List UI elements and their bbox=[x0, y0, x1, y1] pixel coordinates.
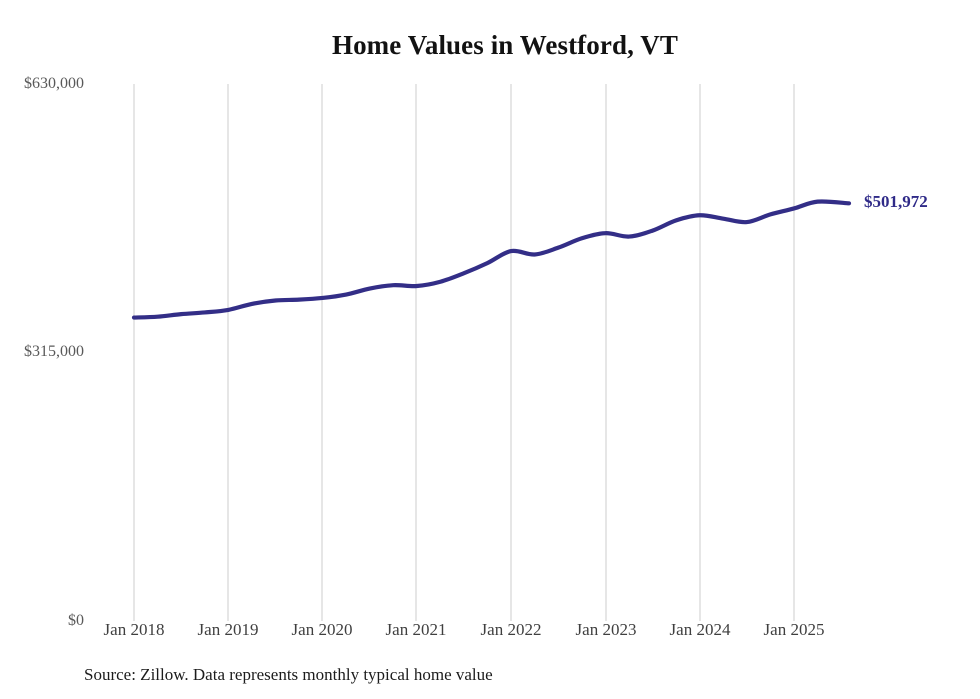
series-end-value-label: $501,972 bbox=[864, 192, 928, 212]
y-tick-label: $315,000 bbox=[24, 343, 84, 360]
x-tick-label: Jan 2025 bbox=[763, 620, 825, 639]
series-line bbox=[131, 199, 852, 320]
x-tick-label: Jan 2019 bbox=[197, 620, 259, 639]
x-tick-label: Jan 2020 bbox=[291, 620, 353, 639]
source-note: Source: Zillow. Data represents monthly … bbox=[84, 665, 493, 684]
series-group bbox=[131, 199, 852, 320]
x-tick-label: Jan 2023 bbox=[575, 620, 637, 639]
x-tick-label: Jan 2024 bbox=[669, 620, 731, 639]
y-tick-label: $630,000 bbox=[24, 75, 84, 92]
x-tick-label: Jan 2018 bbox=[103, 620, 165, 639]
y-tick-label: $0 bbox=[68, 612, 84, 629]
x-tick-label: Jan 2021 bbox=[385, 620, 447, 639]
x-tick-label: Jan 2022 bbox=[480, 620, 542, 639]
gridlines-group bbox=[133, 84, 795, 621]
chart-title: Home Values in Westford, VT bbox=[331, 30, 678, 60]
